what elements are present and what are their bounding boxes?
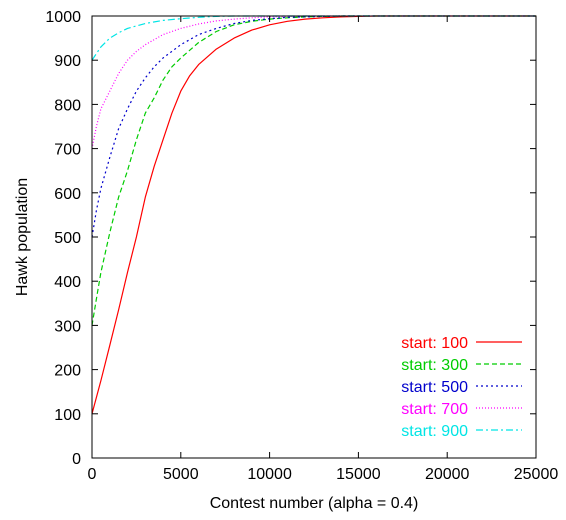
y-tick-label: 0 [72,451,81,468]
y-tick-label: 700 [54,142,81,159]
series-line [91,15,536,414]
y-tick-label: 1000 [45,9,81,26]
y-tick-label: 300 [54,318,81,335]
x-axis-label: Contest number (alpha = 0.4) [210,495,419,512]
y-tick-label: 400 [54,274,81,291]
legend-label: start: 900 [401,423,468,440]
y-tick-label: 600 [54,186,81,203]
x-tick-label: 15000 [336,466,381,483]
y-tick-label: 100 [54,407,81,424]
axis-tick-labels: 0 5000 10000 15000 20000 25000 0 100 200 300 400 50… [45,9,558,483]
x-tick-label: 0 [88,466,97,483]
legend-label: start: 100 [401,335,468,352]
x-tick-label: 20000 [425,466,470,483]
y-tick-label: 200 [54,363,81,380]
x-tick-label: 25000 [514,466,559,483]
series-line [91,15,536,149]
series-line [91,15,536,326]
x-tick-label: 10000 [247,466,292,483]
series-line [91,15,536,61]
y-axis-label: Hawk population [14,178,31,296]
legend: start: 100 start: 300 start: 500 start: 700… [401,335,522,440]
legend-label: start: 700 [401,401,468,418]
axis-ticks [91,15,537,459]
legend-label: start: 300 [401,357,468,374]
plot-frame [91,15,537,459]
y-tick-label: 800 [54,97,81,114]
y-tick-label: 900 [54,53,81,70]
legend-label: start: 500 [401,379,468,396]
y-tick-label: 500 [54,230,81,247]
series-line [91,15,536,238]
x-tick-label: 5000 [163,466,199,483]
series-lines [91,15,536,414]
